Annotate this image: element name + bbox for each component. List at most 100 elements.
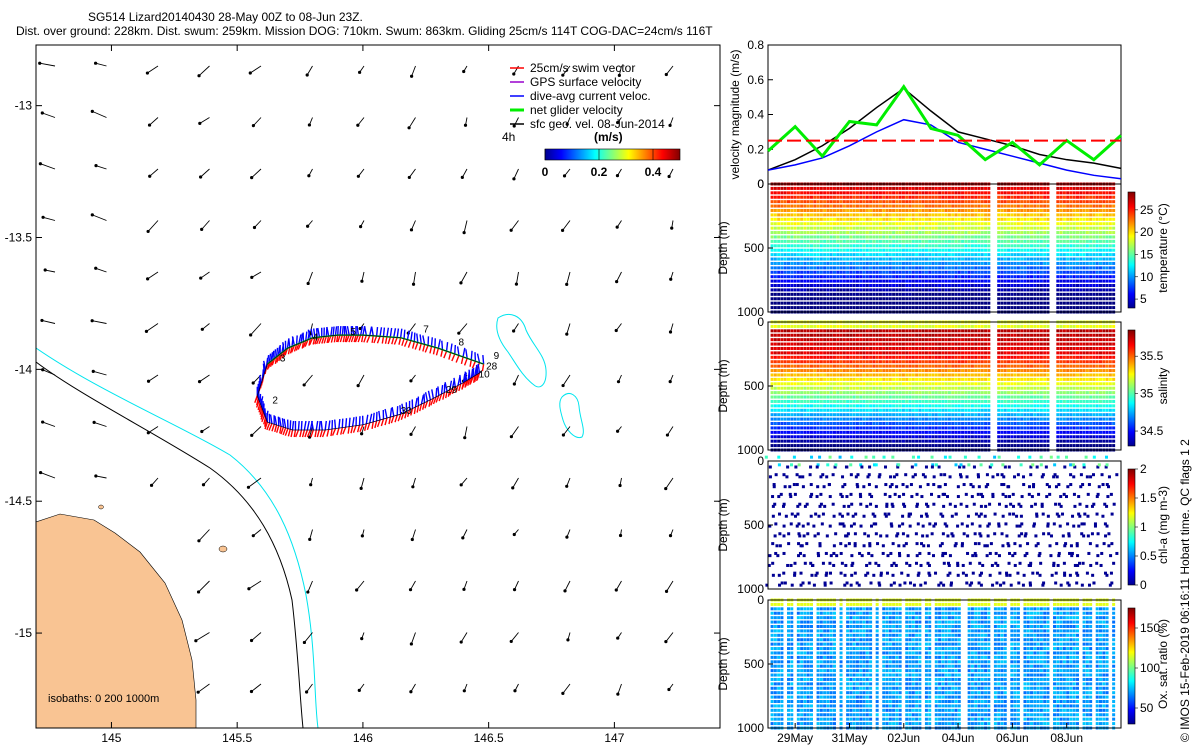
- surface-velocity-arrow: [664, 65, 674, 77]
- swim-vector: [366, 335, 371, 343]
- swim-vector: [259, 407, 263, 415]
- surface-velocity-arrow: [512, 580, 519, 592]
- isobath-legend: isobaths: 0 200 1000m: [48, 693, 159, 705]
- surface-velocity-arrow: [246, 477, 262, 489]
- swim-vector: [321, 429, 326, 438]
- surface-velocity-arrow: [411, 271, 416, 286]
- swim-vector: [455, 385, 459, 393]
- swim-vector: [255, 400, 260, 408]
- isobath-200m: [36, 361, 304, 728]
- surface-velocity-arrow: [355, 580, 365, 592]
- surface-velocity-arrow: [407, 168, 416, 180]
- dac-vector: [315, 420, 319, 431]
- surface-velocity-arrow: [39, 470, 56, 479]
- swim-vector: [363, 423, 368, 431]
- swim-vector: [308, 338, 312, 346]
- dac-vector: [389, 407, 393, 418]
- surface-velocity-arrow: [144, 323, 159, 333]
- y-tick-label: 0: [757, 315, 764, 329]
- swim-vector: [384, 336, 388, 344]
- swim-vector: [291, 345, 295, 353]
- swim-vector: [326, 429, 330, 437]
- dac-vector: [464, 371, 468, 381]
- swim-vector: [314, 337, 318, 345]
- surface-velocity-arrow: [249, 683, 262, 694]
- dac-vector: [351, 417, 355, 427]
- dac-vector: [372, 412, 375, 422]
- dac-vector: [330, 326, 333, 336]
- dac-vector: [281, 343, 285, 353]
- swim-vector: [254, 395, 258, 403]
- swim-vector: [443, 350, 448, 359]
- dac-vector: [291, 337, 294, 347]
- day-label: 9: [494, 351, 500, 362]
- surface-velocity-arrow: [664, 477, 674, 491]
- swim-vector: [419, 403, 423, 412]
- isobath-1000m: [36, 347, 319, 728]
- swim-vector: [350, 334, 355, 343]
- surface-velocity-arrow: [665, 426, 674, 437]
- surface-velocity-arrow: [360, 426, 365, 436]
- x-tick-label: 147: [604, 731, 624, 745]
- panel-background: [768, 600, 1121, 728]
- dac-vector: [348, 417, 351, 427]
- dac-vector: [427, 390, 432, 400]
- swim-vector: [304, 339, 309, 347]
- swim-vector: [290, 429, 294, 438]
- dac-vector: [410, 331, 413, 341]
- series-line: [766, 84, 1123, 167]
- surface-velocity-arrow: [145, 65, 159, 75]
- swim-vector: [438, 393, 443, 402]
- y-axis-label: velocity magnitude (m/s): [728, 49, 742, 179]
- dac-vector: [300, 333, 304, 343]
- surface-velocity-arrow: [462, 580, 468, 591]
- y-tick-label: 1000: [737, 305, 764, 319]
- swim-vector: [319, 429, 323, 438]
- dac-vector: [311, 420, 314, 431]
- surface-velocity-arrow: [618, 529, 623, 538]
- dac-vector: [393, 328, 397, 338]
- swim-vector: [354, 334, 359, 343]
- dac-vector: [399, 405, 402, 415]
- swim-vector: [256, 397, 259, 406]
- y-tick-label: 500: [744, 657, 764, 671]
- swim-vector: [366, 422, 371, 431]
- surface-velocity-arrow: [513, 683, 519, 693]
- swim-vector: [398, 337, 402, 345]
- surface-velocity-arrow: [670, 220, 674, 230]
- dac-vector: [270, 352, 274, 362]
- surface-velocity-arrow: [250, 426, 262, 437]
- day-label: 7: [423, 324, 429, 335]
- surface-velocity-arrow: [409, 683, 416, 694]
- dac-vector: [468, 369, 471, 379]
- day-label: 29: [446, 385, 458, 396]
- surface-velocity-arrow: [463, 426, 468, 440]
- dac-vector: [345, 418, 348, 428]
- surface-velocity-arrow: [560, 220, 571, 232]
- swim-vector: [418, 343, 422, 351]
- day-label: 30: [401, 406, 413, 417]
- dac-vector: [424, 392, 429, 402]
- dac-vector: [268, 353, 272, 363]
- surface-velocity-arrow: [457, 323, 468, 335]
- swim-vector: [451, 353, 456, 362]
- swim-vector: [340, 427, 344, 435]
- section-colorbar: [1127, 468, 1136, 586]
- swim-vector: [266, 422, 271, 431]
- surface-velocity-arrow: [459, 477, 468, 487]
- swim-vector: [274, 356, 278, 364]
- surface-velocity-arrow: [615, 168, 622, 178]
- dac-vector: [277, 346, 281, 356]
- surface-velocity-arrow: [463, 117, 468, 127]
- swim-vector: [310, 429, 314, 438]
- y-tick-label: 0.4: [747, 108, 764, 122]
- dac-vector: [334, 419, 337, 429]
- surface-velocity-arrow: [307, 168, 313, 178]
- day-label: 5: [350, 327, 356, 338]
- series-line: [767, 118, 1122, 180]
- dac-vector: [269, 414, 273, 424]
- swim-vector: [371, 335, 374, 343]
- y-tick-label: 0.2: [747, 142, 764, 156]
- surface-velocity-arrow: [360, 529, 365, 538]
- swim-vector: [391, 337, 395, 345]
